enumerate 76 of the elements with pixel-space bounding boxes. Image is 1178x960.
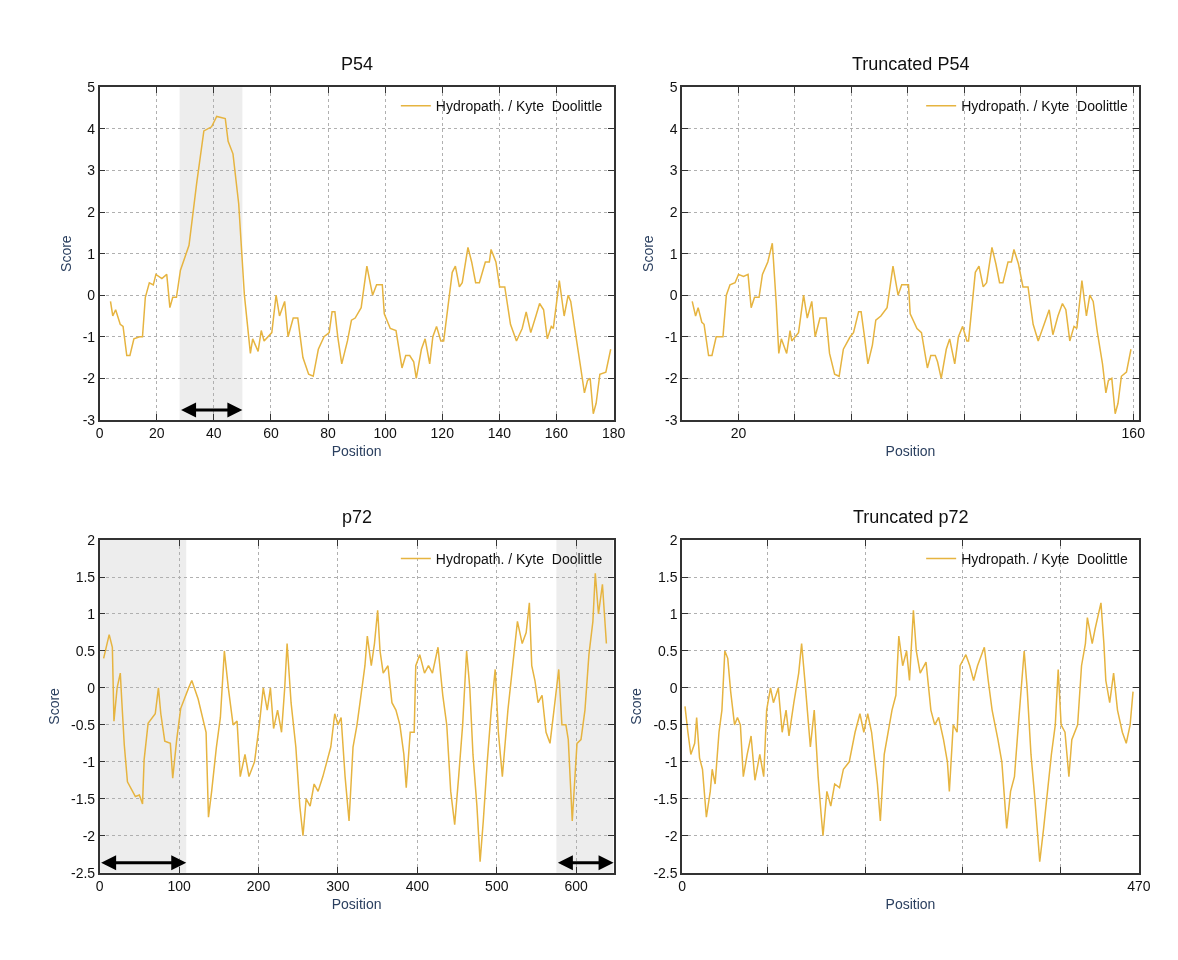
x-tick-label: 470	[1127, 878, 1151, 895]
x-tick-label: 60	[263, 425, 279, 442]
y-tick-label: 4	[87, 120, 96, 137]
x-tick-label: 160	[544, 425, 569, 442]
chart-title: Truncated p72	[853, 507, 969, 527]
y-tick-label: -1	[665, 328, 678, 345]
legend-label: Hydropath. / Kyte Doolittle	[961, 550, 1128, 567]
x-tick-label: 80	[320, 425, 337, 442]
legend-label: Hydropath. / Kyte Doolittle	[435, 550, 603, 567]
y-tick-label: -0.5	[70, 716, 96, 733]
x-tick-label: 600	[564, 878, 589, 895]
line-series	[684, 602, 1134, 863]
y-tick-label: 1.5	[75, 568, 96, 585]
y-axis-title: Score	[628, 687, 645, 725]
x-tick-label: 400	[405, 878, 430, 895]
x-tick-label: 40	[206, 425, 222, 442]
y-tick-label: 3	[669, 162, 678, 179]
legend-label: Hydropath. / Kyte Doolittle	[961, 98, 1128, 115]
y-axis-title: Score	[640, 235, 657, 272]
chart-title: P54	[341, 54, 374, 74]
y-tick-label: -1	[82, 753, 96, 770]
y-tick-label: -2.5	[70, 864, 96, 881]
y-tick-label: 4	[669, 120, 678, 137]
chart-title: Truncated P54	[852, 54, 970, 74]
y-axis-title: Score	[46, 687, 63, 725]
y-tick-label: 5	[87, 79, 96, 96]
y-tick-label: 2	[669, 531, 678, 548]
y-tick-label: 2	[669, 203, 678, 220]
x-axis-title: Position	[885, 896, 936, 913]
y-tick-label: 0.5	[75, 642, 96, 659]
x-tick-label: 300	[326, 878, 350, 895]
x-axis-title: Position	[331, 443, 382, 460]
y-tick-label: -2	[82, 827, 96, 844]
y-tick-label: 2	[87, 531, 96, 548]
x-tick-label: 20	[730, 425, 747, 442]
x-tick-label: 100	[373, 425, 398, 442]
y-tick-label: 1	[669, 605, 678, 622]
chart-title: p72	[342, 507, 373, 527]
y-tick-label: -1.5	[653, 790, 678, 807]
y-tick-label: 1	[87, 605, 96, 622]
x-tick-label: 500	[485, 878, 509, 895]
y-tick-label: -2	[82, 370, 96, 387]
x-tick-label: 140	[487, 425, 512, 442]
x-tick-label: 120	[430, 425, 455, 442]
x-axis-title: Position	[331, 896, 382, 913]
y-tick-label: -2	[665, 827, 678, 844]
x-tick-label: 20	[148, 425, 165, 442]
y-tick-label: 3	[87, 162, 96, 179]
y-tick-label: -1	[665, 753, 678, 770]
y-tick-label: 1	[669, 245, 678, 262]
y-tick-label: -0.5	[653, 716, 678, 733]
x-axis-title: Position	[885, 443, 936, 460]
y-tick-label: 0	[669, 287, 678, 304]
y-tick-label: -1.5	[70, 790, 96, 807]
y-tick-label: 0.5	[658, 642, 678, 659]
line-series	[691, 242, 1132, 415]
legend-label: Hydropath. / Kyte Doolittle	[435, 98, 603, 115]
y-tick-label: -2	[665, 370, 678, 387]
y-tick-label: -1	[82, 328, 96, 345]
y-axis-title: Score	[57, 235, 74, 272]
y-tick-label: 2	[87, 203, 96, 220]
y-tick-label: 0	[669, 679, 678, 696]
x-tick-label: 200	[246, 878, 271, 895]
y-tick-label: -3	[665, 411, 678, 428]
y-tick-label: 0	[87, 287, 96, 304]
line-series	[109, 115, 612, 415]
y-tick-label: -2.5	[653, 864, 678, 881]
y-tick-label: 1.5	[658, 568, 678, 585]
x-tick-label: 160	[1121, 425, 1146, 442]
line-series	[102, 572, 608, 863]
x-tick-label: 100	[167, 878, 191, 895]
y-tick-label: 0	[87, 679, 96, 696]
y-tick-label: -3	[82, 411, 96, 428]
x-tick-label: 180	[601, 425, 626, 442]
y-tick-label: 5	[669, 79, 678, 96]
y-tick-label: 1	[87, 245, 96, 262]
